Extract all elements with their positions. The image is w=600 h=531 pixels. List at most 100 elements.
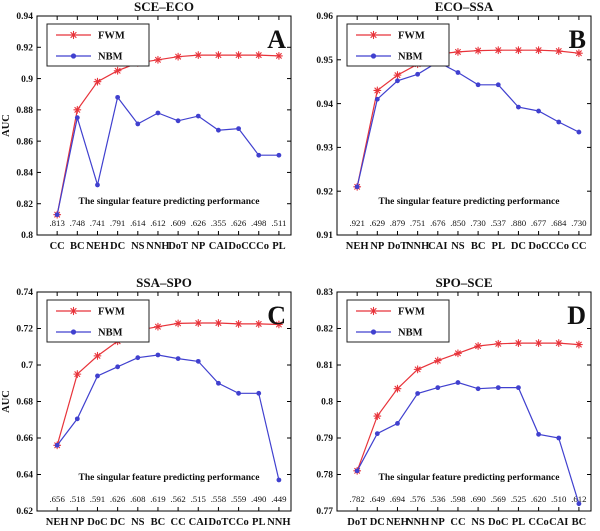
x-tick-label: DoT [168,241,188,252]
fwm-star-marker [373,86,382,95]
chart-panel-sce-eco: CC .813 BC .748 NEH .741 DC .791 NS .614 NNH .612 Do… [0,0,300,266]
fwm-star-marker [393,384,402,393]
y-axis-label: AUC [1,114,12,137]
fwm-star-marker [534,339,543,348]
nbm-dot-marker [455,70,461,75]
panel-letter-C: C [267,301,286,330]
singular-value-label: .608 [130,494,146,504]
legend-label-nbm: NBM [98,52,123,63]
singular-value-label: .498 [251,218,267,228]
x-tick-label: NP [191,241,206,252]
annotation-text: The singular feature predicting performa… [78,473,259,483]
fwm-star-marker [73,105,82,114]
nbm-dot-marker [195,113,201,119]
nbm-dot-marker [216,127,221,133]
fwm-star-marker [274,51,283,60]
x-tick-label: BC [572,517,587,528]
singular-value-label: .525 [511,494,527,504]
nbm-dot-marker [576,501,582,507]
chart-title: ECO–SSA [435,0,494,14]
legend-frame [46,299,150,343]
legend-frame [346,299,450,343]
legend-label-nbm: NBM [398,328,423,339]
y-tick-label: 0.74 [16,288,33,298]
nbm-dot-marker [256,152,262,158]
singular-value-label: .591 [90,494,105,504]
nbm-dot-marker [54,442,60,448]
x-tick-label: BC [70,241,85,252]
fwm-star-marker [454,349,462,358]
fwm-star-marker [234,51,243,60]
nbm-dot-marker [374,431,380,437]
nbm-dot-marker [556,119,562,125]
legend-box-A: FWM NBM [46,23,150,67]
singular-value-label: .850 [450,218,466,228]
y-tick-label: 0.68 [16,398,33,408]
nbm-line [56,95,279,215]
x-tick-label: PL [492,241,505,252]
y-tick-label: 0.96 [316,12,333,22]
x-tick-label: CC [571,241,586,252]
nbm-dot-marker [70,53,77,59]
nbm-dot-marker [115,364,121,370]
nbm-dot-marker [195,358,201,364]
x-tick-label: CAI [549,517,568,528]
singular-value-label: .629 [370,218,386,228]
fwm-star-marker [369,30,378,40]
singular-value-label: .518 [70,494,86,504]
nbm-dot-marker [175,356,181,362]
singular-value-label: .569 [491,494,507,504]
fwm-star-marker [574,340,583,349]
panel-letter-D: D [567,301,586,330]
y-tick-label: 0.82 [316,325,333,335]
singular-value-label: .598 [450,494,466,504]
nbm-dot-marker [354,468,360,474]
fwm-line [356,342,579,472]
nbm-dot-marker [415,71,421,77]
x-tick-label: PL [512,517,525,528]
singular-value-label: .515 [191,494,207,504]
singular-value-label: .879 [390,218,406,228]
annotation-text: The singular feature predicting performa… [378,473,559,483]
fwm-star-marker [514,339,523,348]
x-tick-label: BC [471,241,486,252]
y-tick-label: 0.82 [16,200,33,210]
singular-value-label: .537 [491,218,507,228]
x-tick-label: DC [370,517,385,528]
singular-value-label: .813 [49,218,65,228]
legend-label-nbm: NBM [98,328,123,339]
singular-value-label: .355 [211,218,227,228]
legend-label-fwm: FWM [398,31,425,42]
legend-box-D: FWM NBM [346,299,450,343]
fwm-star-marker [174,52,183,61]
y-tick-label: 0.9 [21,75,33,85]
singular-value-label: .511 [271,218,286,228]
y-tick-label: 0.64 [16,471,33,481]
legend-label-fwm: FWM [398,307,425,318]
fwm-star-marker [69,306,78,316]
fwm-star-marker [154,322,162,331]
y-tick-label: 0.95 [316,56,333,66]
x-tick-label: CC [171,517,186,528]
singular-value-label: .626 [110,494,126,504]
singular-value-label: .449 [271,494,287,504]
singular-value-label: .677 [531,218,547,228]
x-tick-label: CCo [228,517,248,528]
fwm-star-marker [194,319,203,327]
singular-value-label: .676 [430,218,446,228]
fwm-star-marker [113,66,122,75]
x-tick-label: NNH [406,517,429,528]
singular-value-label: .490 [251,494,267,504]
nbm-dot-marker [536,108,541,114]
singular-value-label: .562 [170,494,185,504]
fwm-star-marker [93,77,102,86]
y-tick-label: 0.83 [316,288,333,298]
nbm-dot-marker [475,82,481,88]
nbm-dot-marker [455,380,461,385]
nbm-line [56,354,280,481]
y-tick-label: 0.66 [16,434,33,444]
chart-panel-eco-ssa: NEH .921 NP .629 DoT .879 NNH .751 CAI .676 NS .850… [300,0,600,266]
fwm-star-marker [413,365,422,374]
nbm-line [356,381,580,504]
fwm-star-marker [274,320,283,329]
